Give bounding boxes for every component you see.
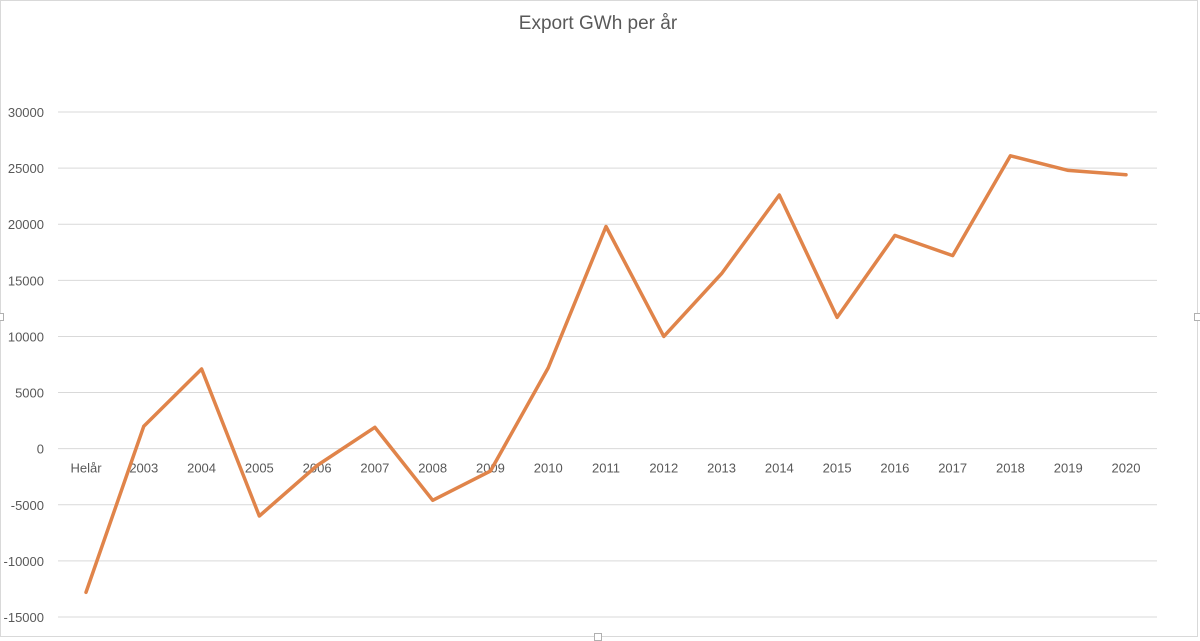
y-tick-label: 25000 [8,161,44,176]
x-tick-label: 2015 [823,461,852,476]
data-point[interactable] [949,252,957,260]
x-tick-label: Helår [70,461,102,476]
x-tick-label: 2012 [649,461,678,476]
data-point[interactable] [371,423,379,431]
y-tick-label: 10000 [8,329,44,344]
data-point[interactable] [891,231,899,239]
x-tick-label: 2005 [245,461,274,476]
data-point[interactable] [255,512,263,520]
x-tick-label: 2004 [187,461,216,476]
x-tick-label: 2014 [765,461,794,476]
x-tick-label: 2017 [938,461,967,476]
data-point[interactable] [1122,171,1130,179]
x-axis-labels: Helår20032004200520062007200820092010201… [70,461,1140,476]
data-point[interactable] [544,364,552,372]
data-point[interactable] [140,422,148,430]
resize-handle-left[interactable] [0,313,4,321]
y-tick-label: 20000 [8,217,44,232]
series-layer [82,152,1130,596]
data-point[interactable] [82,588,90,596]
data-point[interactable] [429,496,437,504]
x-tick-label: 2013 [707,461,736,476]
y-tick-label: 30000 [8,105,44,120]
data-point[interactable] [1064,166,1072,174]
data-point[interactable] [660,332,668,340]
data-point[interactable] [1006,152,1014,160]
x-tick-label: 2016 [880,461,909,476]
x-tick-label: 2003 [129,461,158,476]
data-point[interactable] [313,462,321,470]
chart-title: Export GWh per år [519,13,678,34]
series-line[interactable] [84,154,1128,595]
y-tick-label: 5000 [15,386,44,401]
y-axis-labels: 30000 25000 20000 15000 10000 5000 0 -5000 -1000… [4,105,44,625]
y-tick-label: 15000 [8,273,44,288]
data-point[interactable] [718,270,726,278]
resize-handle-right[interactable] [1194,313,1200,321]
x-tick-label: 2020 [1112,461,1141,476]
data-point[interactable] [198,365,206,373]
y-tick-label: -10000 [4,554,44,569]
data-point[interactable] [833,313,841,321]
x-tick-label: 2010 [534,461,563,476]
x-tick-label: 2007 [360,461,389,476]
data-point[interactable] [602,222,610,230]
y-tick-label: -5000 [11,498,44,513]
x-tick-label: 2018 [996,461,1025,476]
data-point[interactable] [486,467,494,475]
gridlines [58,111,1157,618]
x-tick-label: 2019 [1054,461,1083,476]
data-point[interactable] [775,191,783,199]
y-tick-label: 0 [37,442,44,457]
x-tick-label: 2008 [418,461,447,476]
y-tick-label: -15000 [4,610,44,625]
x-tick-label: 2011 [592,461,620,476]
